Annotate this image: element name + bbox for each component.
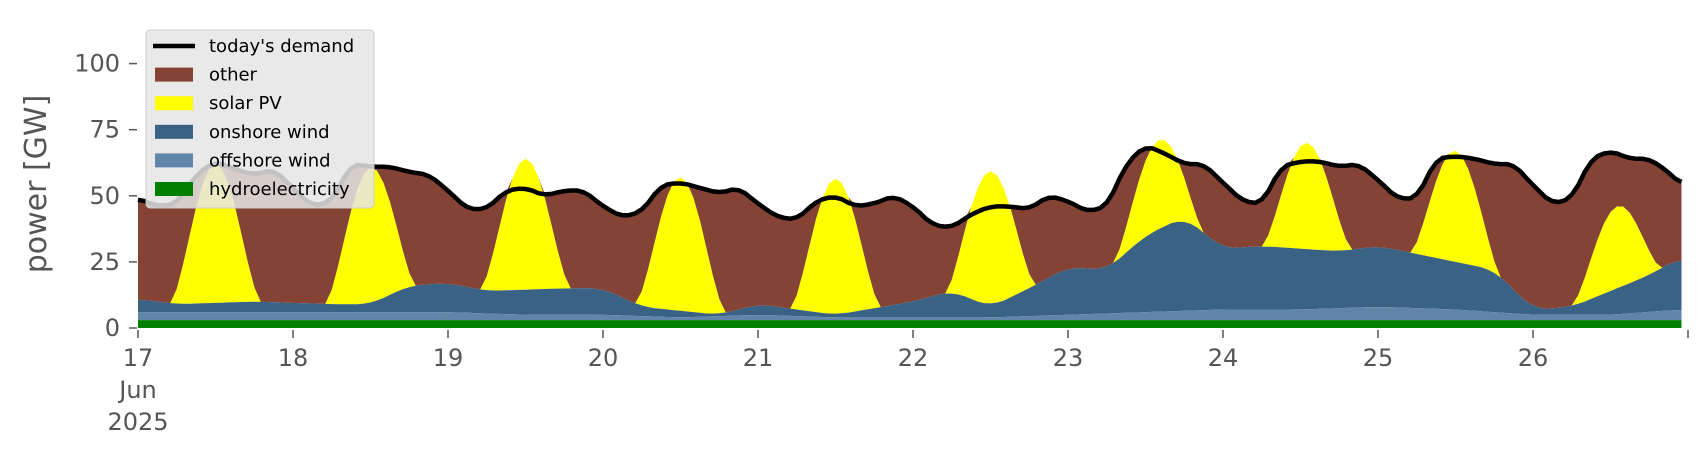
legend-swatch [155,96,193,111]
legend-swatch [155,153,193,168]
legend-box [145,29,375,209]
y-tick-label: 75 [89,116,120,144]
x-tick-label: 17 [123,344,154,372]
legend-swatch [155,67,193,82]
y-tick-label: 0 [105,314,120,342]
demand-line [137,145,1683,229]
legend-label: hydroelectricity [209,179,350,200]
x-tick-label: 23 [1053,344,1084,372]
x-tick-label: 25 [1363,344,1394,372]
x-tick-label: 22 [898,344,929,372]
legend-label: other [209,65,258,86]
y-axis: 0 25 50 75 100 [74,50,137,342]
legend-label: today's demand [209,36,354,57]
area-offshore-wind [138,307,1682,321]
x-tick-label: 21 [743,344,774,372]
legend-label: offshore wind [209,150,331,171]
legend-swatch [155,182,193,196]
x-tick-label: 18 [278,344,309,372]
x-tick-label: 24 [1208,344,1239,372]
legend-swatch [155,124,193,139]
x-tick-label: 20 [588,344,619,372]
x-tick-sublabel: 2025 [107,408,168,436]
legend-label: solar PV [209,93,282,114]
y-tick-label: 50 [89,182,120,210]
legend-label: onshore wind [209,122,330,143]
area-onshore-wind [138,221,1682,318]
x-axis: 17 18 19 20 21 22 23 24 25 26 Jun 2025 [107,330,1689,436]
plot-area [137,140,1683,328]
y-axis-title: power [GW] [19,95,54,274]
area-solar-pv [138,140,1682,314]
legend: today's demand other solar PV onshore wind o… [145,29,375,209]
y-tick-label: 100 [74,50,120,78]
y-tick-label: 25 [89,248,120,276]
area-other [138,140,1682,313]
area-hydroelectricity [138,320,1682,328]
x-tick-label: 19 [433,344,464,372]
x-tick-sublabel: Jun [117,376,157,404]
x-tick-label: 26 [1518,344,1549,372]
